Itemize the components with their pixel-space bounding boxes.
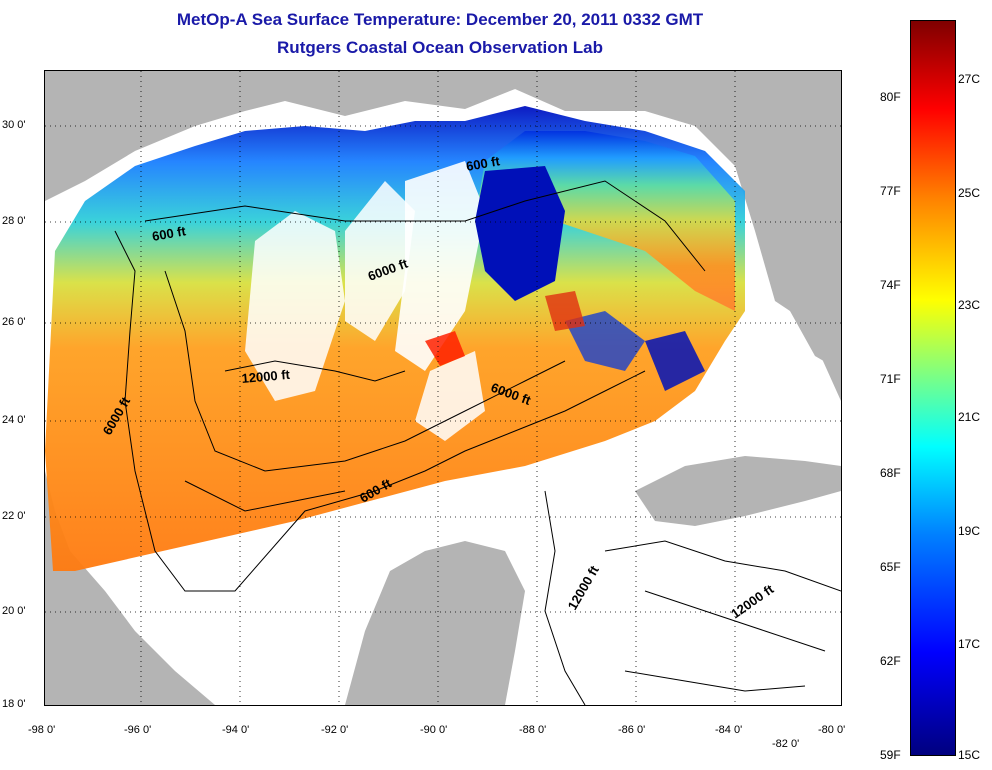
colorbar-label-f: 62F — [880, 654, 901, 668]
contour-label: 600 ft — [151, 223, 188, 244]
sst-map: 600 ft 600 ft 6000 ft 12000 ft 6000 ft 6… — [44, 70, 842, 706]
map-title: MetOp-A Sea Surface Temperature: Decembe… — [176, 10, 704, 29]
lat-label-20: 20 0' — [2, 605, 26, 617]
colorbar-label-c: 21C — [958, 410, 981, 424]
colorbar-label-f: 59F — [880, 748, 901, 762]
colorbar-label-f: 65F — [880, 560, 901, 574]
lat-label-28: 28 0' — [2, 215, 26, 227]
lon-label-82: -82 0' — [772, 738, 800, 750]
map-subtitle: Rutgers Coastal Ocean Observation Lab — [277, 38, 603, 57]
colorbar-label-c: 15C — [958, 748, 981, 762]
lon-label-94: -94 0' — [222, 724, 250, 736]
lat-label-26: 26 0' — [2, 316, 26, 328]
colorbar-label-f: 77F — [880, 184, 901, 198]
lon-label-92: -92 0' — [321, 724, 349, 736]
colorbar-label-f: 80F — [880, 90, 901, 104]
colorbar — [910, 20, 956, 756]
lon-label-90: -90 0' — [420, 724, 448, 736]
lat-label-30: 30 0' — [2, 119, 26, 131]
lon-label-80: -80 0' — [818, 724, 846, 736]
lon-label-86: -86 0' — [618, 724, 646, 736]
lon-label-98: -98 0' — [28, 724, 56, 736]
lon-label-96: -96 0' — [124, 724, 152, 736]
contour-label: 600 ft — [465, 153, 502, 174]
lon-label-88: -88 0' — [519, 724, 547, 736]
lon-label-84: -84 0' — [715, 724, 743, 736]
colorbar-label-c: 25C — [958, 186, 981, 200]
map-canvas: 600 ft 600 ft 6000 ft 12000 ft 6000 ft 6… — [45, 71, 841, 705]
colorbar-label-f: 68F — [880, 466, 901, 480]
colorbar-label-c: 23C — [958, 298, 981, 312]
colorbar-label-f: 71F — [880, 372, 901, 386]
colorbar-label-c: 19C — [958, 524, 981, 538]
colorbar-label-c: 17C — [958, 637, 981, 651]
lat-label-18: 18 0' — [2, 698, 26, 710]
colorbar-label-c: 27C — [958, 72, 981, 86]
contour-label: 12000 ft — [241, 367, 291, 386]
colorbar-label-f: 74F — [880, 278, 901, 292]
lat-label-22: 22 0' — [2, 510, 26, 522]
lat-label-24: 24 0' — [2, 414, 26, 426]
